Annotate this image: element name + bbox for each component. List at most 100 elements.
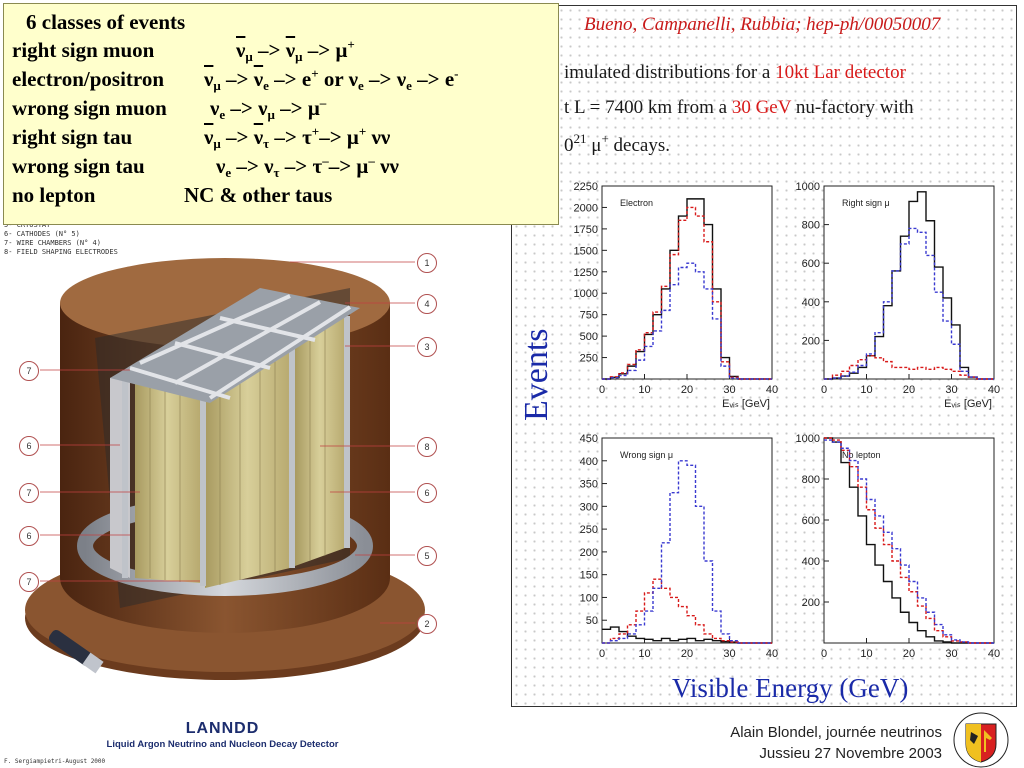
geneva-shield-logo [953, 712, 1009, 768]
y-tick-label: 1500 [574, 245, 598, 257]
event-class-label: electron/positron [12, 67, 165, 91]
histogram-series [602, 578, 772, 644]
y-tick-label: 500 [580, 331, 598, 343]
x-tick-label: 10 [638, 648, 650, 660]
histogram-series [602, 206, 772, 380]
histogram-series [824, 355, 994, 380]
legend-line: 8- FIELD SHAPING ELECTRODES [4, 248, 118, 256]
x-tick-label: 10 [860, 648, 872, 660]
y-tick-label: 600 [802, 258, 820, 270]
x-tick-label: 20 [681, 648, 693, 660]
legend-line: 6- CATHODES (N° 5) [4, 230, 80, 238]
y-tick-label: 150 [580, 570, 598, 582]
caption-text: from a [672, 97, 732, 118]
x-tick-label: 40 [988, 384, 1000, 396]
caption-text: t L = 7400 km [564, 97, 673, 118]
reference-citation: Bueno, Campanelli, Rubbia; hep-ph/000500… [584, 14, 941, 35]
callout-5: 5 [417, 546, 437, 566]
caption-line-2: t L = 7400 km from a 30 GeV nu-factory w… [564, 97, 914, 119]
y-tick-label: 250 [580, 353, 598, 365]
y-tick-label: 800 [802, 220, 820, 232]
callout-8: 8 [417, 437, 437, 457]
x-tick-label: 30 [945, 384, 957, 396]
histogram-series [824, 437, 994, 644]
detector-illustration: 5- CRYOSTAT 6- CATHODES (N° 5) 7- WIRE C… [0, 221, 445, 768]
plot-frame [601, 437, 773, 644]
y-tick-label: 200 [802, 597, 820, 609]
x-tick-label: 40 [766, 648, 778, 660]
x-tick-label: 10 [638, 384, 650, 396]
y-tick-label: 400 [580, 456, 598, 468]
detector-title: LANNDD [185, 720, 260, 737]
histogram-series [824, 437, 994, 644]
y-tick-label: 300 [580, 501, 598, 513]
plot-xlabel: Eᵥᵢₛ [GeV] [722, 398, 770, 410]
x-tick-label: 0 [821, 384, 827, 396]
plot-xlabel: Eᵥᵢₛ [GeV] [944, 398, 992, 410]
x-axis-label: Visible Energy (GeV) [672, 673, 909, 703]
caption-text: nu-factory with [791, 97, 914, 118]
callout-6: 6 [19, 526, 39, 546]
footer-date: Jussieu 27 Novembre 2003 [759, 745, 942, 762]
y-tick-label: 200 [802, 335, 820, 347]
event-class-label: right sign tau [12, 125, 133, 149]
caption-highlight: 10kt Lar detector [775, 62, 906, 83]
x-tick-label: 30 [723, 648, 735, 660]
callout-7: 7 [19, 483, 39, 503]
x-tick-label: 40 [766, 384, 778, 396]
caption-text: imulated distributions for a [564, 62, 776, 83]
event-class-reaction: νμ –> νe –> e+ or νe –> νe –> e- [204, 66, 459, 93]
y-tick-label: 200 [580, 547, 598, 559]
x-tick-label: 0 [599, 648, 605, 660]
caption-highlight: 30 GeV [731, 97, 792, 118]
y-tick-label: 400 [802, 556, 820, 568]
event-class-label: right sign muon [12, 38, 155, 62]
y-tick-label: 800 [802, 474, 820, 486]
histogram-series [824, 227, 994, 380]
y-tick-label: 450 [580, 433, 598, 445]
y-tick-label: 2250 [574, 181, 598, 193]
event-class-label: wrong sign tau [12, 154, 145, 178]
y-tick-label: 1750 [574, 224, 598, 236]
event-class-reaction: νe –> νμ –> μ– [210, 95, 327, 122]
event-class-reaction: νμ –> ντ –> τ+–> μ+ νν [204, 124, 391, 151]
callout-6: 6 [19, 436, 39, 456]
y-tick-label: 50 [586, 615, 598, 627]
caption-line-3: 021 μ+ decays. [564, 131, 670, 156]
footer-author: Alain Blondel, journée neutrinos [730, 724, 942, 741]
event-class-label: no lepton [12, 183, 96, 207]
y-tick-label: 400 [802, 297, 820, 309]
plot-title: No lepton [842, 450, 881, 460]
y-tick-label: 100 [580, 592, 598, 604]
slide-footer: Alain Blondel, journée neutrinos Jussieu… [730, 722, 942, 764]
x-tick-label: 20 [681, 384, 693, 396]
callout-1: 1 [417, 253, 437, 273]
plot-title: Wrong sign μ [620, 450, 673, 460]
plot-title: Electron [620, 198, 653, 208]
plot-frame [823, 437, 995, 644]
simulated-distributions-panel: Bueno, Campanelli, Rubbia; hep-ph/000500… [511, 5, 1017, 707]
x-tick-label: 30 [945, 648, 957, 660]
callout-6: 6 [417, 483, 437, 503]
y-tick-label: 250 [580, 524, 598, 536]
event-class-reaction: NC & other taus [184, 183, 333, 207]
callout-4: 4 [417, 294, 437, 314]
y-tick-label: 1250 [574, 267, 598, 279]
event-class-reaction: νμ –> νμ –> μ+ [236, 37, 355, 64]
callout-3: 3 [417, 337, 437, 357]
event-classes-title: 6 classes of events [26, 10, 186, 34]
plot-title: Right sign μ [842, 198, 890, 208]
x-tick-label: 0 [599, 384, 605, 396]
event-class-reaction: νe –> ντ –> τ––> μ– νν [216, 153, 399, 180]
callout-7: 7 [19, 361, 39, 381]
y-tick-label: 750 [580, 310, 598, 322]
x-tick-label: 0 [821, 648, 827, 660]
x-tick-label: 40 [988, 648, 1000, 660]
y-tick-label: 600 [802, 515, 820, 527]
histogram-series [824, 439, 994, 644]
callout-7: 7 [19, 572, 39, 592]
event-class-label: wrong sign muon [12, 96, 167, 120]
y-tick-label: 2000 [574, 202, 598, 214]
y-tick-label: 1000 [796, 433, 820, 445]
legend-line: 5- CRYOSTAT [4, 221, 51, 229]
